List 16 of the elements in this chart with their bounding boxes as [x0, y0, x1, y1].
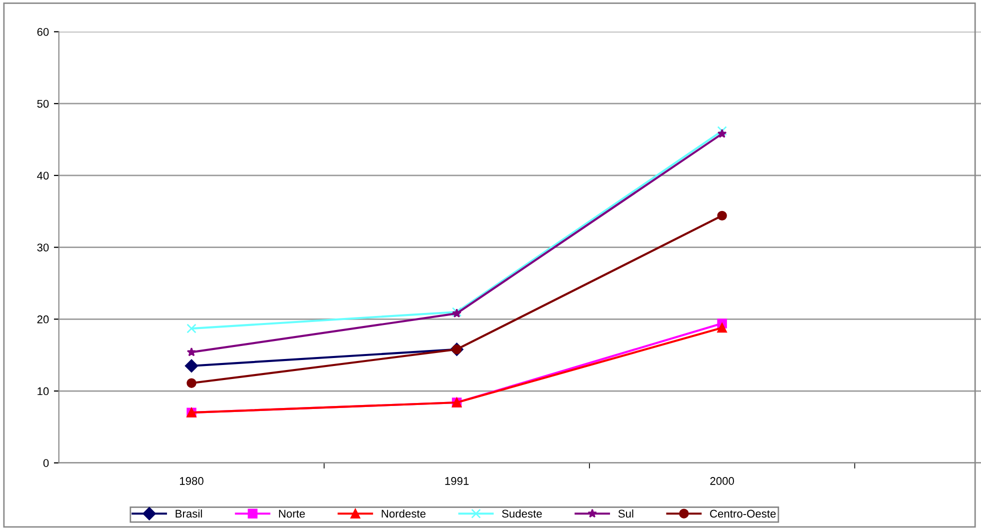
- x-tick-label: 2000: [710, 477, 734, 485]
- y-tick-label: 30: [37, 244, 49, 252]
- y-tick-label: 40: [37, 172, 49, 180]
- legend-label: Nordeste: [382, 509, 426, 518]
- legend-label: Norte: [279, 510, 305, 518]
- y-tick-label: 10: [38, 387, 49, 396]
- y-tick-label: 0: [43, 459, 49, 468]
- x-tick-label: 1991: [445, 477, 469, 485]
- y-tick-label: 50: [37, 100, 49, 108]
- y-tick-label: 20: [37, 315, 49, 324]
- x-tick-label: 1980: [180, 477, 204, 485]
- legend-label: Brasil: [176, 509, 202, 518]
- y-tick-label: 60: [37, 28, 49, 36]
- legend-label: Sul: [618, 509, 634, 518]
- legend-label: Centro-Oeste: [710, 510, 776, 518]
- legend-label: Sudeste: [502, 509, 542, 518]
